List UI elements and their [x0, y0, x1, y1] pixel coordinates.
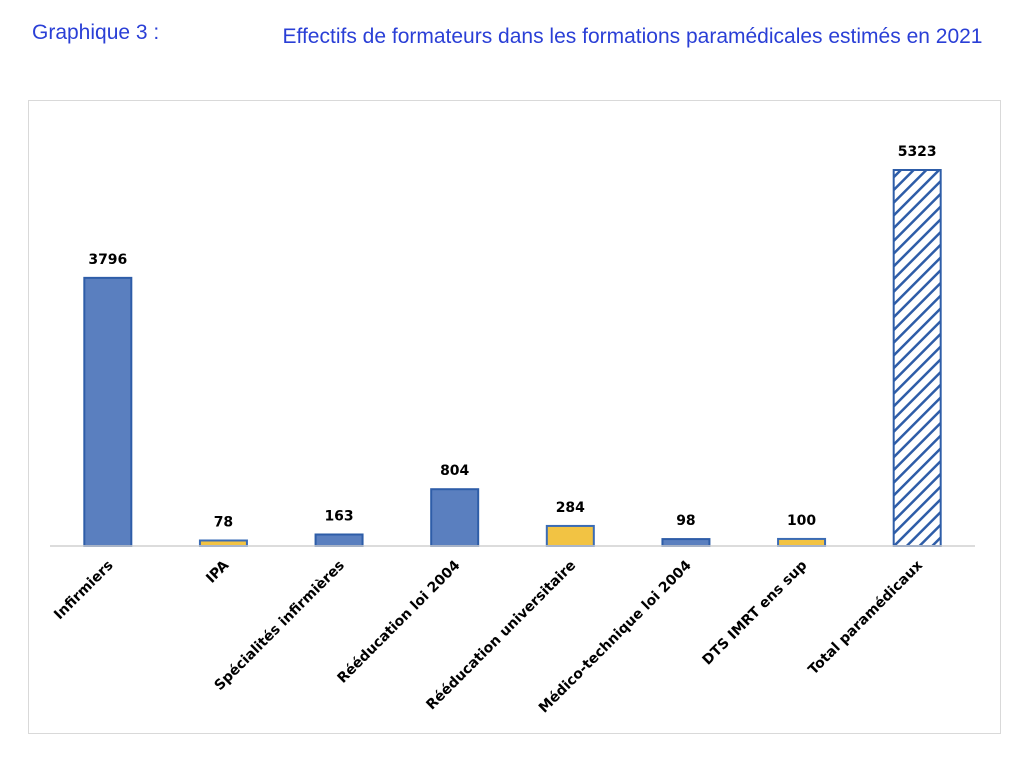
bars-group — [83, 169, 942, 548]
bar-5 — [661, 538, 711, 547]
category-label-1: IPA — [203, 557, 232, 586]
data-label-1: 78 — [214, 514, 233, 530]
chart-title: Effectifs de formateurs dans les formati… — [282, 25, 983, 48]
bar-0 — [83, 276, 133, 547]
data-label-4: 284 — [556, 500, 585, 516]
category-label-3: Rééducation loi 2004 — [334, 557, 463, 686]
category-label-7: Total paramédicaux — [805, 558, 926, 679]
figure-label: Graphique 3 : — [32, 21, 160, 44]
bar-7 — [892, 169, 942, 547]
data-label-7: 5323 — [898, 144, 937, 160]
data-label-5: 98 — [676, 513, 695, 529]
bar-6 — [777, 537, 827, 548]
labels-group: 3796 Infirmiers 78 IPA 163 Spécialités infirm… — [51, 144, 936, 716]
category-label-2: Spécialités infirmières — [212, 558, 348, 694]
data-label-6: 100 — [787, 513, 816, 529]
data-label-2: 163 — [324, 508, 353, 524]
chart-frame — [28, 100, 1001, 734]
bar-2 — [314, 533, 364, 548]
category-label-6: DTS IMRT ens sup — [699, 558, 810, 669]
bar-1 — [198, 539, 248, 547]
category-label-0: Infirmiers — [51, 558, 116, 623]
bar-3 — [430, 488, 480, 548]
bar-4 — [545, 524, 595, 548]
data-label-3: 804 — [440, 463, 469, 479]
data-label-0: 3796 — [88, 252, 127, 268]
